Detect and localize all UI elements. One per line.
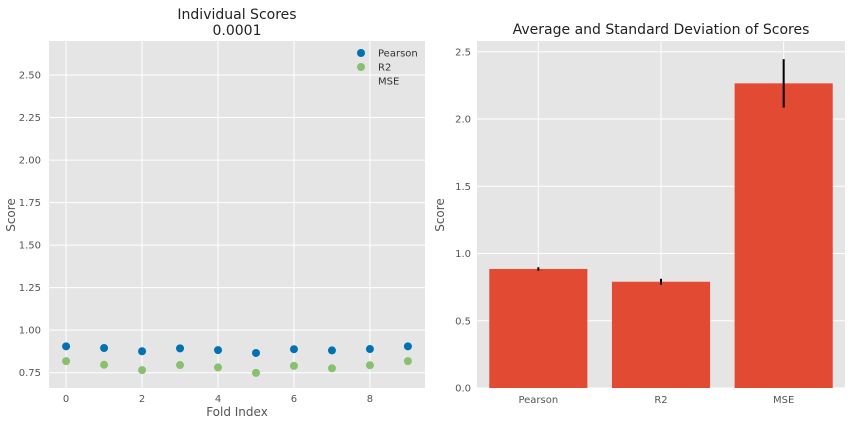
y-axis-label-average: Score — [433, 198, 447, 232]
point-pearson — [365, 345, 374, 354]
y-tick-label: 0.5 — [455, 316, 471, 327]
ticks-individual: 0 2 4 6 8 0.75 1.00 1.25 1.50 1.75 2.00 2.25 2.50 — [19, 71, 373, 405]
individual-scores-chart: 0 2 4 6 8 0.75 1.00 1.25 1.50 1.75 2.00 2.25 2.50 In… — [4, 7, 425, 419]
y-tick-label: 2.0 — [455, 115, 471, 126]
x-tick-label: 6 — [291, 394, 297, 405]
plot-area-individual — [49, 41, 425, 388]
point-pearson — [138, 347, 147, 356]
point-pearson — [403, 342, 412, 351]
bar-mse — [734, 83, 833, 389]
ticks-average: Pearson R2 MSE 0.0 0.5 1.0 1.5 2.0 2.5 — [455, 47, 794, 406]
legend-label-r2: R2 — [378, 63, 391, 74]
y-tick-label: 1.0 — [455, 249, 471, 260]
x-tick-label: Pearson — [518, 395, 558, 406]
y-tick-label: 1.50 — [19, 241, 41, 252]
y-tick-label: 1.25 — [19, 283, 41, 294]
point-pearson — [176, 344, 185, 353]
legend-marker-r2 — [357, 63, 365, 71]
x-tick-label: MSE — [773, 395, 794, 406]
legend-label-mse: MSE — [378, 77, 399, 88]
x-tick-label: 8 — [367, 394, 373, 405]
point-r2 — [365, 361, 374, 370]
point-r2 — [176, 361, 185, 370]
bar-r2 — [611, 281, 711, 388]
point-r2 — [100, 360, 109, 369]
point-pearson — [327, 346, 336, 355]
point-r2 — [403, 357, 412, 366]
x-axis-label-individual: Fold Index — [206, 405, 268, 419]
y-tick-label: 2.50 — [19, 71, 41, 82]
chart-title-individual: Individual Scores — [177, 7, 296, 23]
points-individual — [62, 342, 412, 377]
point-r2 — [327, 364, 336, 373]
y-tick-label: 1.5 — [455, 182, 471, 193]
point-r2 — [289, 361, 298, 370]
x-tick-label: 2 — [139, 394, 145, 405]
y-tick-label: 1.75 — [19, 198, 41, 209]
point-r2 — [251, 368, 260, 377]
y-tick-label: 2.25 — [19, 113, 41, 124]
point-pearson — [62, 342, 71, 351]
point-pearson — [251, 348, 260, 357]
bar-pearson — [489, 268, 588, 388]
y-tick-label: 1.00 — [19, 326, 41, 337]
bars-average — [489, 59, 833, 389]
x-tick-label: 4 — [215, 394, 221, 405]
y-tick-label: 2.00 — [19, 156, 41, 167]
y-tick-label: 0.0 — [455, 384, 471, 395]
x-tick-label: R2 — [654, 395, 667, 406]
chart-title-average: Average and Standard Deviation of Scores — [513, 22, 810, 38]
y-axis-label-individual: Score — [4, 198, 18, 232]
point-r2 — [214, 363, 223, 372]
legend-individual: Pearson R2 MSE — [357, 49, 418, 88]
x-tick-label: 0 — [63, 394, 69, 405]
y-tick-label: 0.75 — [19, 368, 41, 379]
point-pearson — [289, 345, 298, 354]
point-pearson — [100, 344, 109, 353]
average-scores-chart: Pearson R2 MSE 0.0 0.5 1.0 1.5 2.0 2.5 Average a… — [433, 22, 845, 406]
y-tick-label: 2.5 — [455, 47, 471, 58]
grid-individual — [49, 41, 425, 388]
point-pearson — [214, 346, 223, 355]
chart-subtitle-individual: 0.0001 — [213, 23, 262, 39]
point-r2 — [138, 366, 147, 375]
legend-marker-pearson — [357, 49, 365, 57]
legend-label-pearson: Pearson — [378, 49, 418, 60]
point-r2 — [62, 357, 71, 366]
